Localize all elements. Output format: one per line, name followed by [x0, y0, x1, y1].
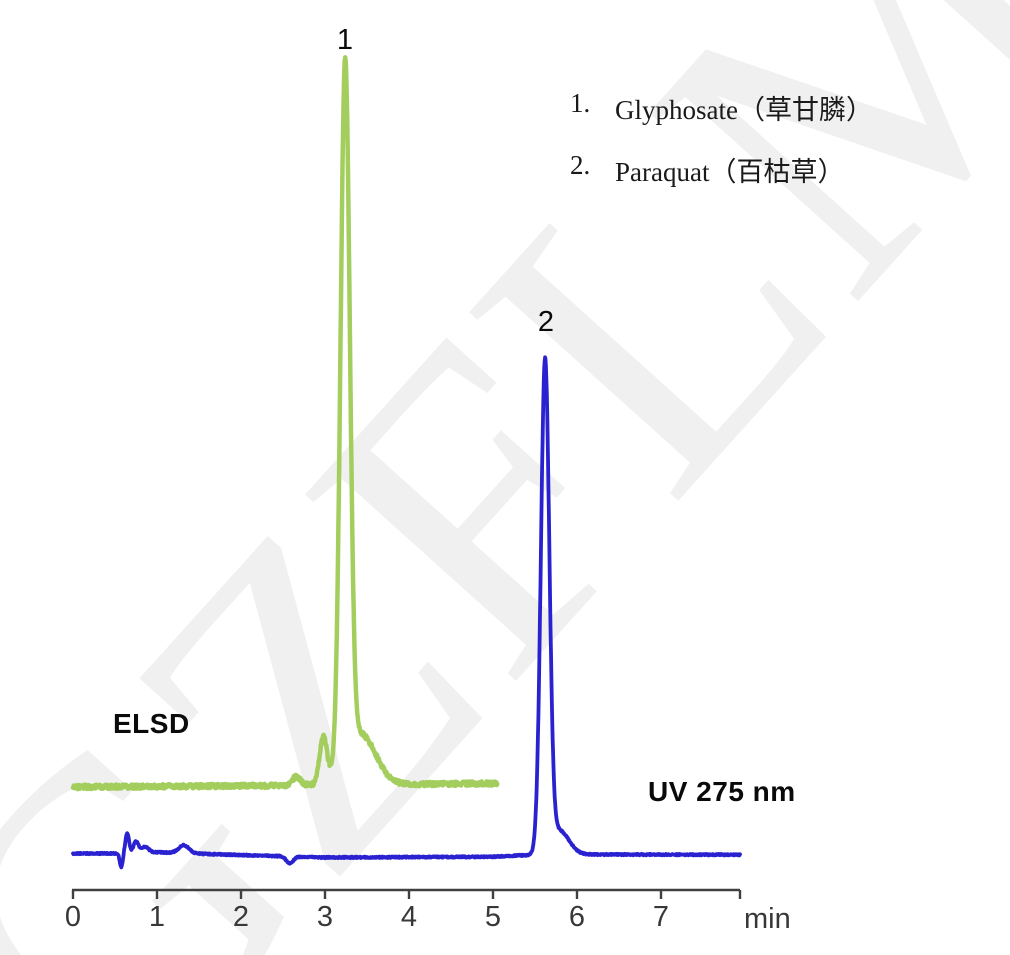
x-axis — [71, 888, 742, 899]
x-tick-label: 3 — [316, 901, 334, 933]
legend-item-number: 2. — [570, 150, 591, 180]
x-tick-label: 7 — [652, 901, 670, 933]
x-tick-label: 5 — [484, 901, 502, 933]
peak1-annotation: 1 — [336, 24, 354, 56]
elsd-trace-label: ELSD — [113, 708, 190, 739]
x-tick-label: 4 — [400, 901, 418, 933]
legend-item-paraquat: 2. Paraquat（百枯草） — [570, 150, 873, 189]
legend-item-label: Paraquat（百枯草） — [615, 157, 845, 187]
x-tick-label: 6 — [568, 901, 586, 933]
x-tick-label: 0 — [64, 901, 82, 933]
legend: 1. Glyphosate（草甘膦） 2. Paraquat（百枯草） — [570, 88, 873, 189]
legend-item-number: 1. — [570, 88, 591, 118]
x-tick-label: 2 — [232, 901, 250, 933]
peak2-annotation: 2 — [537, 306, 555, 338]
uv-trace-label: UV 275 nm — [648, 776, 796, 807]
x-axis-unit-label: min — [744, 903, 791, 935]
x-tick-label: 1 — [148, 901, 166, 933]
legend-item-glyphosate: 1. Glyphosate（草甘膦） — [570, 88, 873, 127]
trace-elsd — [70, 55, 500, 792]
trace-uv-275-nm — [71, 355, 742, 870]
legend-item-label: Glyphosate（草甘膦） — [615, 95, 873, 125]
